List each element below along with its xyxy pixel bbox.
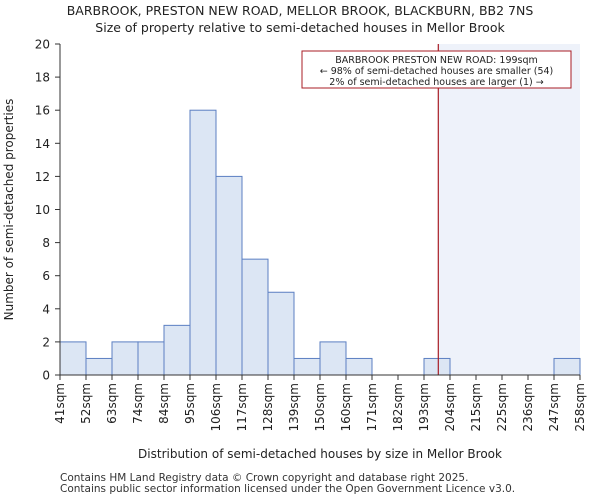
x-ticks-group: 41sqm 52sqm 63sqm 74sqm 84sqm 95sqm 106sqm 117s… bbox=[53, 375, 587, 431]
chart-title: BARBROOK, PRESTON NEW ROAD, MELLOR BROOK… bbox=[66, 3, 534, 18]
x-tick-label: 128sqm bbox=[261, 383, 275, 431]
annotation-box: BARBROOK PRESTON NEW ROAD: 199sqm ← 98% … bbox=[301, 50, 572, 89]
bar-247sqm bbox=[553, 357, 581, 376]
bar-52sqm bbox=[85, 357, 113, 376]
footer-line-2: Contains public sector information licen… bbox=[60, 483, 516, 495]
larger-region-shade bbox=[438, 44, 580, 375]
y-tick-label: 2 bbox=[42, 335, 50, 349]
bar-74sqm bbox=[137, 341, 165, 376]
y-tick-label: 14 bbox=[35, 137, 50, 151]
x-tick-label: 204sqm bbox=[443, 383, 457, 431]
annotation-line-2: ← 98% of semi-detached houses are smalle… bbox=[320, 66, 554, 77]
chart-subtitle: Size of property relative to semi-detach… bbox=[95, 20, 505, 35]
x-tick-label: 171sqm bbox=[365, 383, 379, 431]
x-tick-label: 182sqm bbox=[391, 383, 405, 431]
x-axis-label: Distribution of semi-detached houses by … bbox=[138, 447, 502, 461]
histogram-chart: 0 2 4 6 8 10 12 14 16 18 20 41sqm 52sqm 63sqm 74sqm 84… bbox=[2, 38, 587, 462]
y-tick-label: 20 bbox=[35, 38, 50, 52]
x-tick-label: 106sqm bbox=[209, 383, 223, 431]
y-axis-label: Number of semi-detached properties bbox=[2, 99, 16, 321]
x-tick-label: 258sqm bbox=[573, 383, 587, 431]
y-tick-label: 8 bbox=[42, 236, 50, 250]
x-tick-label: 41sqm bbox=[53, 383, 67, 424]
x-tick-label: 150sqm bbox=[313, 383, 327, 431]
x-tick-label: 247sqm bbox=[547, 383, 561, 431]
x-tick-label: 139sqm bbox=[287, 383, 301, 431]
x-tick-label: 225sqm bbox=[495, 383, 509, 431]
y-ticks-group: 0 2 4 6 8 10 12 14 16 18 20 bbox=[35, 38, 60, 383]
footer-line-1: Contains HM Land Registry data © Crown c… bbox=[60, 472, 469, 484]
bar-41sqm bbox=[59, 341, 87, 376]
y-tick-label: 12 bbox=[35, 170, 50, 184]
chart-title-block: BARBROOK, PRESTON NEW ROAD, MELLOR BROOK… bbox=[0, 2, 600, 36]
bar-117sqm bbox=[241, 258, 269, 376]
x-tick-label: 95sqm bbox=[183, 383, 197, 424]
x-tick-label: 193sqm bbox=[417, 383, 431, 431]
x-tick-label: 160sqm bbox=[339, 383, 353, 431]
y-tick-label: 6 bbox=[42, 269, 50, 283]
annotation-line-1: BARBROOK PRESTON NEW ROAD: 199sqm bbox=[335, 55, 538, 66]
y-tick-label: 16 bbox=[35, 104, 50, 118]
y-tick-label: 10 bbox=[35, 203, 50, 217]
y-tick-label: 18 bbox=[35, 71, 50, 85]
x-tick-label: 74sqm bbox=[131, 383, 145, 424]
bar-106sqm bbox=[215, 175, 243, 376]
bars-group bbox=[59, 109, 581, 376]
x-tick-label: 63sqm bbox=[105, 383, 119, 424]
bar-139sqm bbox=[293, 357, 321, 376]
footer: Contains HM Land Registry data © Crown c… bbox=[60, 473, 515, 495]
bar-63sqm bbox=[111, 341, 139, 376]
x-tick-label: 117sqm bbox=[235, 383, 249, 431]
bar-160sqm bbox=[345, 357, 373, 376]
annotation-border bbox=[301, 50, 572, 89]
bar-193sqm bbox=[423, 357, 451, 376]
bar-128sqm bbox=[267, 291, 295, 376]
x-tick-label: 236sqm bbox=[521, 383, 535, 431]
y-tick-label: 0 bbox=[42, 369, 50, 383]
annotation-line-3: 2% of semi-detached houses are larger (1… bbox=[329, 77, 543, 88]
y-tick-label: 4 bbox=[42, 302, 50, 316]
bar-150sqm bbox=[319, 341, 347, 376]
x-tick-label: 215sqm bbox=[469, 383, 483, 431]
x-tick-label: 84sqm bbox=[157, 383, 171, 424]
bar-84sqm bbox=[163, 324, 191, 376]
bar-95sqm bbox=[189, 109, 217, 376]
x-tick-label: 52sqm bbox=[79, 383, 93, 424]
